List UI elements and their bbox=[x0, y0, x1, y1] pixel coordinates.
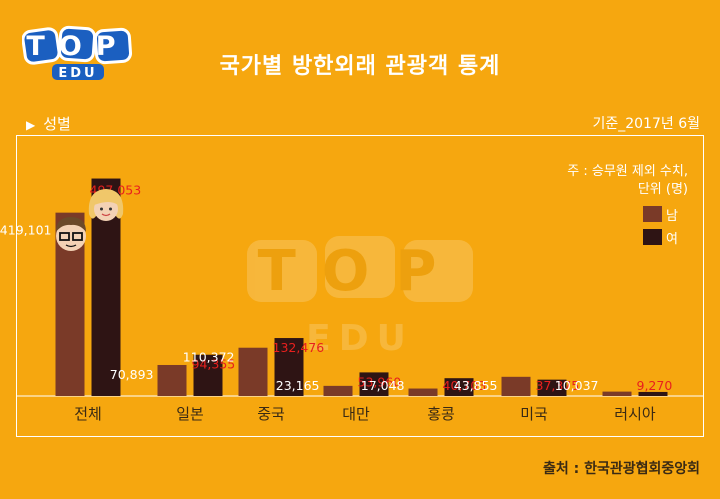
data-label-female: 53,960 bbox=[358, 374, 402, 389]
data-label-female: 9,270 bbox=[637, 378, 673, 393]
bar-female bbox=[638, 391, 668, 396]
unit-note-line2: 단위 (명) bbox=[637, 182, 688, 197]
data-label-male: 419,101 bbox=[0, 223, 52, 238]
category-label: 홍콩 bbox=[427, 405, 455, 423]
basis-date: 기준_2017년 6월 bbox=[592, 116, 700, 132]
data-label-male: 43,855 bbox=[454, 378, 498, 393]
category-label: 미국 bbox=[520, 405, 548, 423]
bar-male bbox=[323, 385, 353, 396]
data-label-female: 94,355 bbox=[192, 357, 236, 372]
top-edu-logo: TOP EDU bbox=[22, 25, 133, 81]
section-label-text: 성별 bbox=[43, 115, 71, 133]
section-label: ▶ 성별 bbox=[26, 113, 71, 134]
legend-swatch-male bbox=[643, 206, 662, 222]
unit-note-line1: 주 : 승무원 제외 수치, bbox=[567, 164, 688, 179]
data-label-female: 37,375 bbox=[536, 378, 580, 393]
page-title: 국가별 방한외래 관광객 통계 bbox=[219, 54, 501, 79]
unit-note: 주 : 승무원 제외 수치, 단위 (명) bbox=[567, 163, 688, 199]
bar-male bbox=[408, 388, 438, 396]
triangle-icon: ▶ bbox=[26, 118, 36, 132]
male-face-icon bbox=[56, 217, 86, 251]
bar-female bbox=[444, 378, 474, 396]
watermark: TOP EDU bbox=[247, 236, 473, 359]
legend-label-male: 남 bbox=[666, 208, 678, 224]
category-label: 대만 bbox=[342, 405, 370, 423]
source-credit: 출처 : 한국관광협회중앙회 bbox=[542, 461, 700, 477]
logo-subtext: EDU bbox=[58, 66, 97, 81]
bar-female bbox=[193, 354, 223, 396]
data-label-female: 40,703 bbox=[443, 378, 487, 393]
bar-male bbox=[602, 391, 632, 396]
category-label: 전체 bbox=[74, 405, 102, 423]
female-face-icon bbox=[88, 189, 124, 221]
chart-panel bbox=[16, 135, 704, 437]
legend-label-female: 여 bbox=[666, 231, 678, 247]
legend-item-male: 남 bbox=[643, 204, 678, 224]
data-label-male: 70,893 bbox=[110, 367, 154, 382]
data-label-male: 23,165 bbox=[276, 378, 320, 393]
category-label: 일본 bbox=[176, 405, 204, 423]
category-label: 러시아 bbox=[614, 405, 656, 423]
bar-male bbox=[157, 364, 187, 396]
legend-swatch-female bbox=[643, 229, 662, 245]
data-label-male: 110,372 bbox=[183, 350, 235, 365]
data-label-male: 10,037 bbox=[555, 378, 599, 393]
bar-male bbox=[238, 347, 268, 396]
watermark-subtext: EDU bbox=[306, 318, 414, 359]
bar-female bbox=[537, 379, 567, 396]
legend-item-female: 여 bbox=[643, 227, 678, 247]
legend: 남 여 bbox=[643, 204, 678, 250]
bar-female bbox=[359, 372, 389, 396]
category-label: 중국 bbox=[257, 405, 285, 423]
bar-male bbox=[501, 376, 531, 396]
bar-female bbox=[274, 338, 304, 396]
logo-text: TOP bbox=[26, 31, 129, 62]
watermark-text: TOP bbox=[258, 239, 463, 304]
data-label-male: 17,048 bbox=[361, 378, 405, 393]
data-label-female: 132,476 bbox=[273, 340, 325, 355]
